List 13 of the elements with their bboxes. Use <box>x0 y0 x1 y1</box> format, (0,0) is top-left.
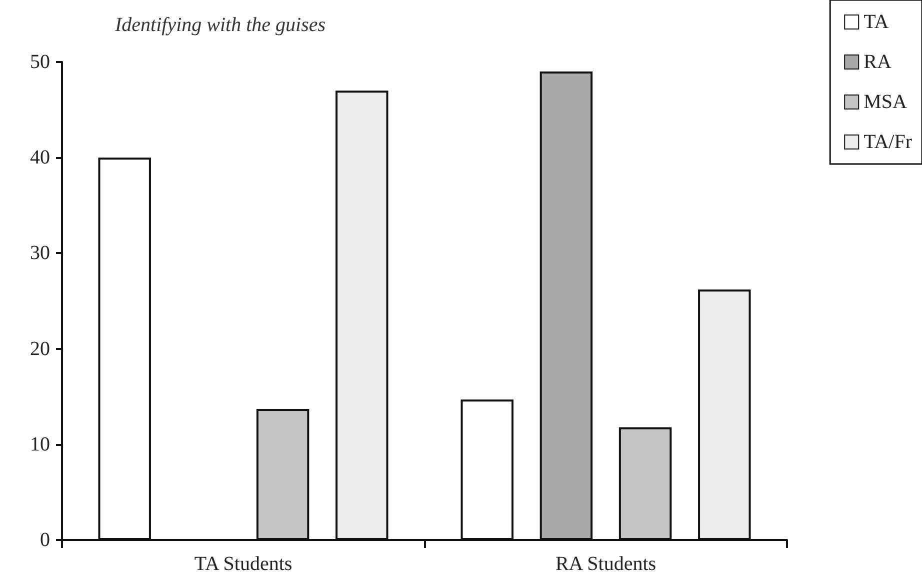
y-tick-label: 40 <box>30 146 50 169</box>
legend-label: MSA <box>864 91 908 113</box>
y-tick-label: 0 <box>40 529 50 551</box>
x-tick-label: TA Students <box>194 553 292 575</box>
legend-label: TA <box>864 11 890 33</box>
y-tick-label: 30 <box>30 242 50 264</box>
y-tick-label: 10 <box>30 433 50 456</box>
y-tick-label: 50 <box>30 51 50 73</box>
x-tick-label: RA Students <box>555 553 656 575</box>
legend-label: TA/Fr <box>864 131 912 153</box>
y-tick-label: 20 <box>30 338 50 360</box>
chart-title: Identifying with the guises <box>114 14 326 36</box>
legend-label: RA <box>864 51 892 73</box>
